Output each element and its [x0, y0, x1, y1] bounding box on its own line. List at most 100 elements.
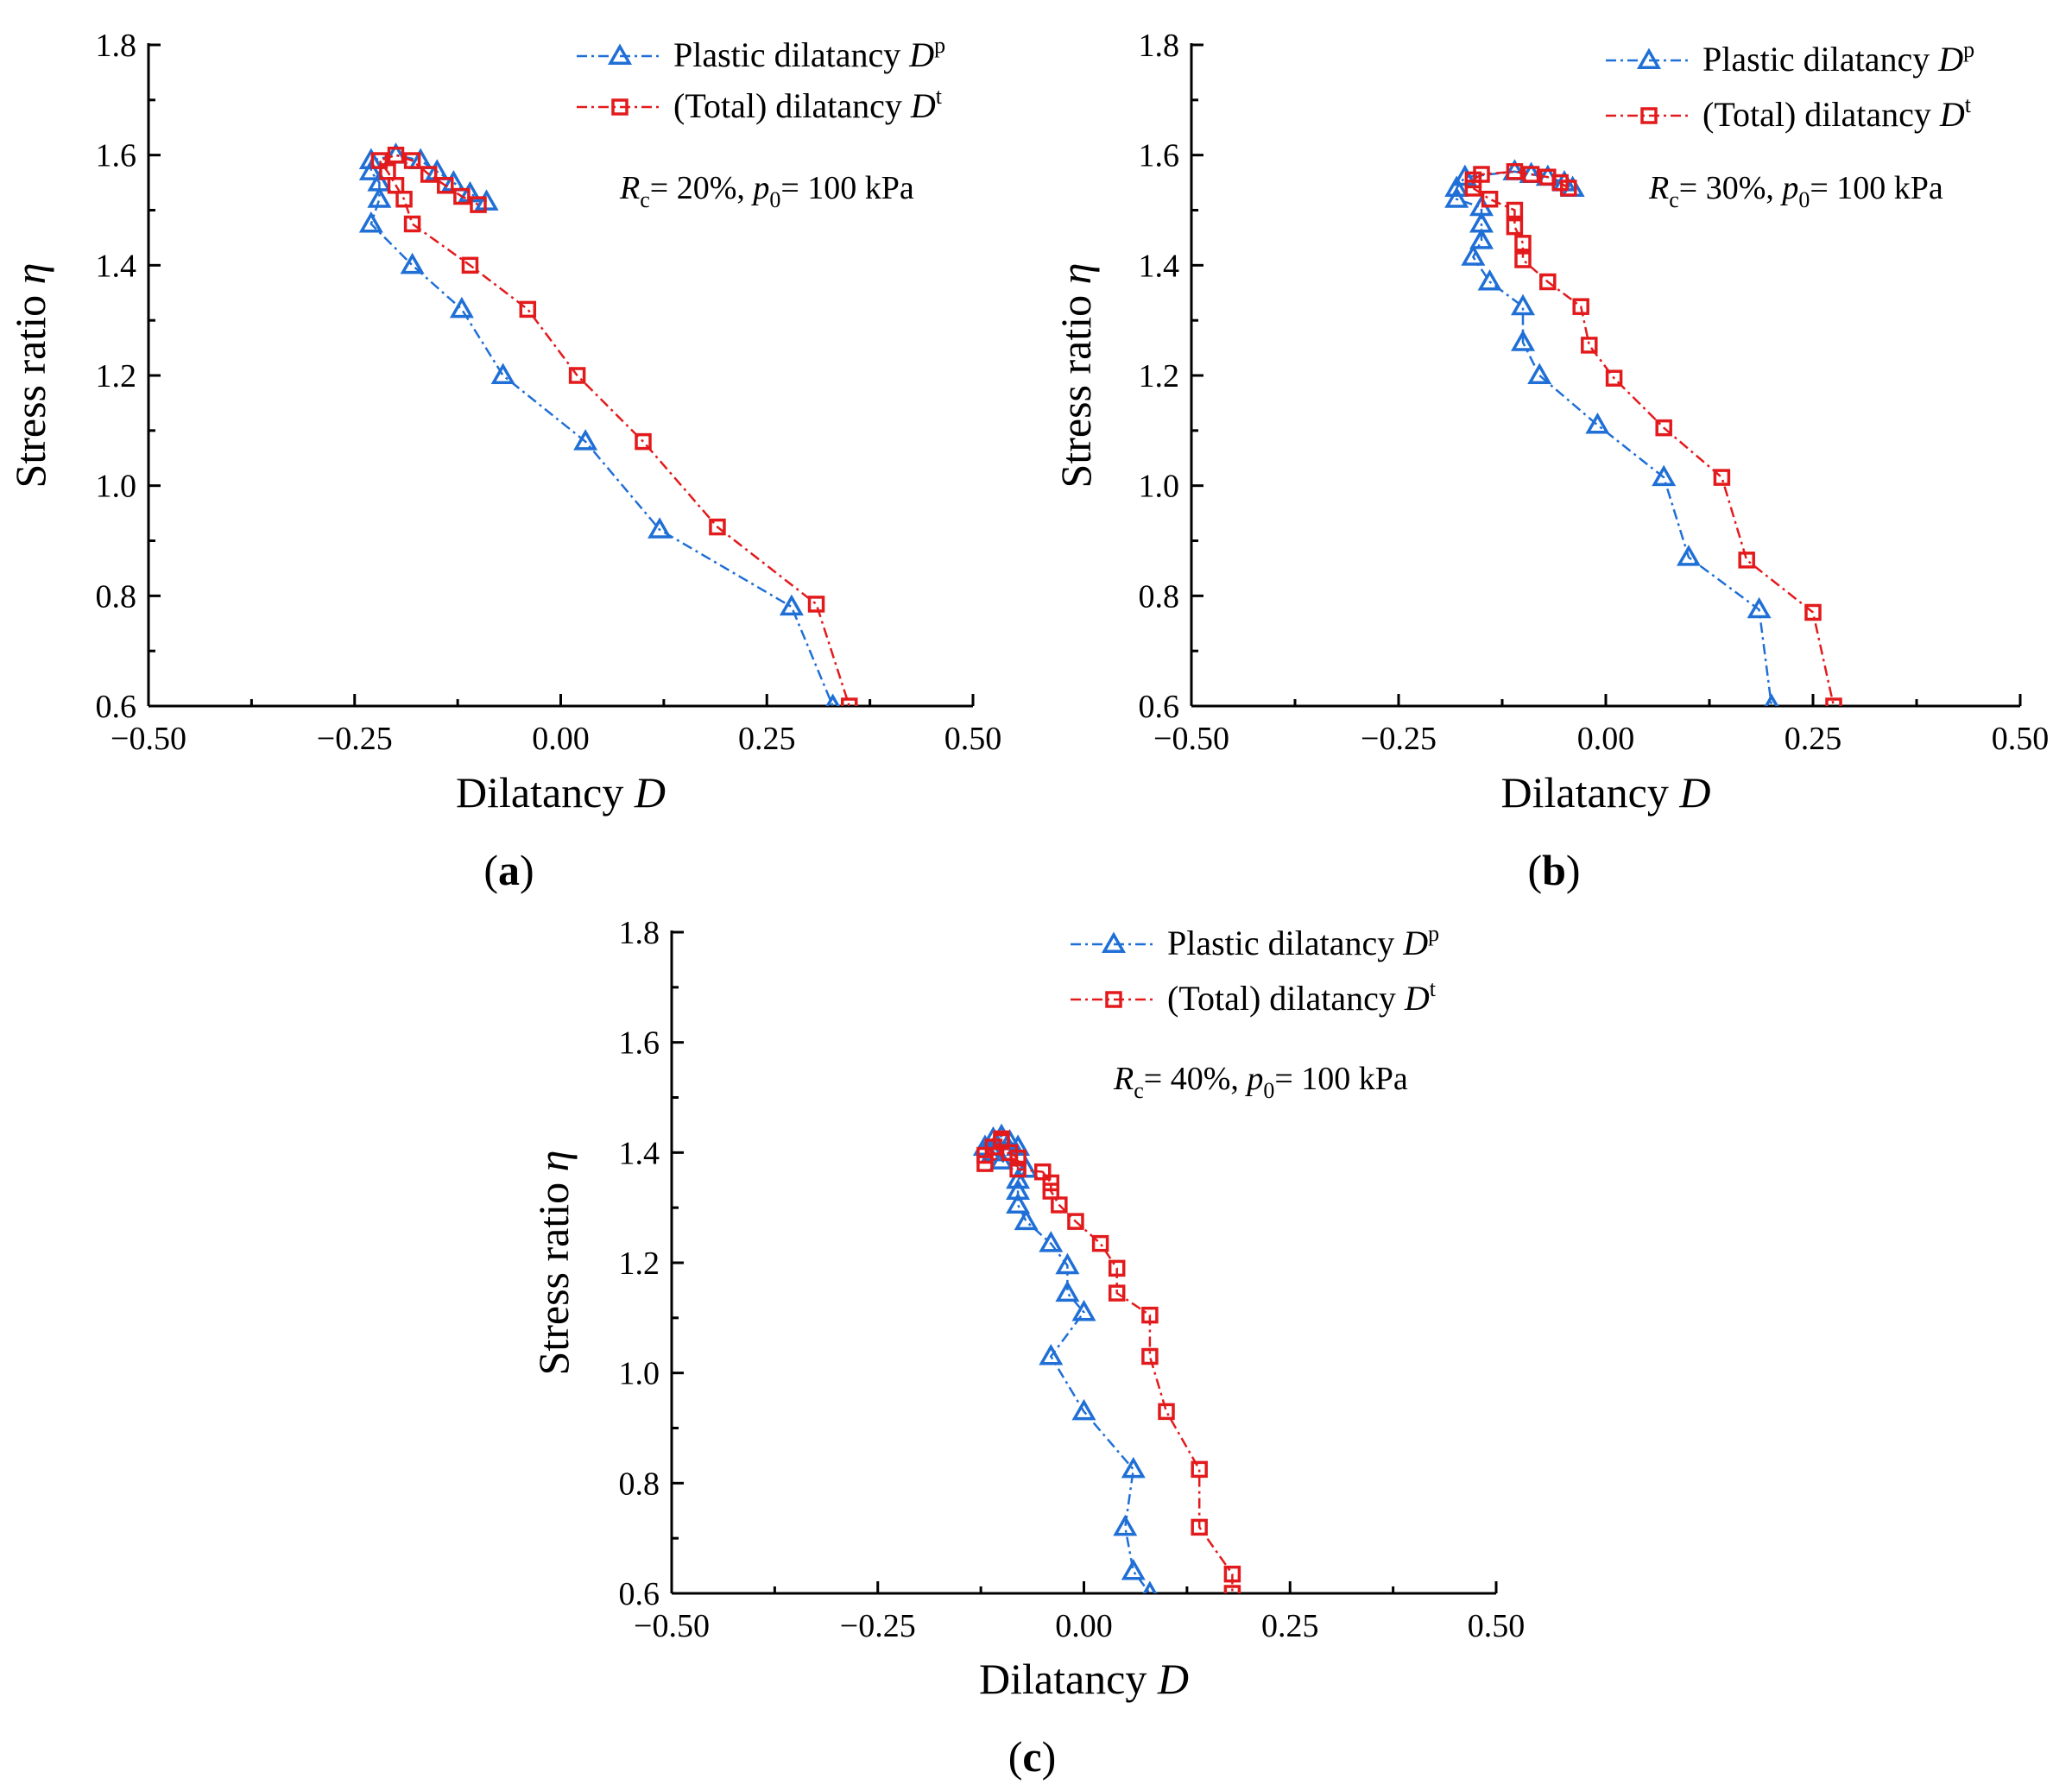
y-tick-label: 1.6	[1139, 138, 1180, 174]
data-point-plastic	[1676, 545, 1702, 566]
data-point-total	[1141, 1347, 1159, 1365]
data-point-total	[370, 152, 388, 169]
condition-rc-value: = 20%,	[650, 170, 745, 206]
legend-entry-plastic: Plastic dilatancy Dp	[577, 33, 945, 74]
x-tick-label: 0.25	[1785, 721, 1842, 757]
data-point-total	[461, 256, 479, 274]
legend-marker	[1636, 47, 1662, 69]
data-point-total	[1572, 298, 1589, 315]
y-tick-label: 0.8	[96, 578, 137, 615]
data-point-total	[1108, 1284, 1126, 1302]
data-point-plastic	[367, 186, 392, 208]
data-point-total	[1560, 180, 1577, 197]
x-axis-variable: D	[1678, 768, 1710, 817]
condition-rc-symbol: R	[619, 170, 640, 206]
legend-label-text: Plastic dilatancy	[1167, 924, 1394, 962]
y-axis-variable: η	[1052, 263, 1100, 285]
x-tick-label: −0.50	[1153, 721, 1229, 757]
data-point-plastic	[1014, 1208, 1039, 1231]
data-point-plastic	[1444, 186, 1469, 208]
panel-c-chart: 0.6 0.8 1.0 1.2 1.4 1.6 1.8 −0.50 −0.25 0.00 0.25 0…	[529, 915, 1525, 1781]
data-point-plastic	[1006, 1192, 1031, 1214]
legend-marker	[607, 43, 633, 65]
data-point-total	[470, 196, 487, 213]
condition-p-value: = 100 kPa	[1810, 170, 1943, 206]
legend-marker	[611, 98, 629, 116]
y-tick-label: 1.2	[619, 1246, 660, 1282]
legend-superscript: p	[1963, 37, 1974, 62]
y-tick-label: 1.2	[1139, 358, 1180, 394]
data-point-plastic	[1055, 1252, 1080, 1275]
data-point-total	[993, 1130, 1010, 1148]
data-point-plastic	[1039, 1231, 1064, 1252]
y-tick-label: 0.6	[96, 689, 137, 725]
data-point-total	[709, 518, 726, 536]
data-point-total	[519, 300, 537, 318]
data-point-total	[387, 146, 405, 164]
data-point-total	[1158, 1403, 1175, 1421]
series-line-total	[377, 154, 851, 706]
x-tick-label: 0.25	[1261, 1608, 1319, 1644]
data-point-plastic	[1071, 1299, 1096, 1321]
y-axis-title: Stress ratio η	[529, 1151, 578, 1376]
panel-label: (b)	[1527, 846, 1580, 894]
data-point-total	[1473, 166, 1490, 183]
x-axis-variable: D	[1157, 1655, 1189, 1703]
condition-annotation: Rc= 40%, p0= 100 kPa	[1113, 1061, 1408, 1103]
series-line-plastic	[1455, 170, 1773, 706]
x-tick-label: 0.00	[1055, 1608, 1113, 1644]
legend-entry-plastic: Plastic dilatancy Dp	[1071, 921, 1439, 962]
x-tick-label: −0.50	[634, 1608, 710, 1644]
x-tick-label: 0.00	[532, 721, 590, 757]
x-tick-label: 0.50	[1468, 1608, 1526, 1644]
x-tick-label: −0.25	[317, 721, 393, 757]
data-point-plastic	[1071, 1398, 1096, 1421]
condition-rc-value: = 30%,	[1679, 170, 1774, 206]
y-axis-title-text: Stress ratio	[6, 295, 54, 489]
legend-label-text: Plastic dilatancy	[1702, 40, 1930, 79]
data-point-total	[1522, 166, 1540, 183]
legend-superscript: t	[936, 84, 943, 109]
data-point-plastic	[367, 170, 392, 192]
data-point-plastic	[1121, 1558, 1146, 1580]
data-point-total	[1506, 163, 1524, 180]
data-point-total	[1034, 1163, 1052, 1181]
legend-marker	[1101, 931, 1127, 953]
data-point-total	[1506, 201, 1524, 219]
y-tick-label: 1.4	[619, 1135, 660, 1171]
data-point-plastic	[1477, 268, 1502, 291]
data-point-plastic	[1764, 693, 1779, 706]
x-tick-label: 0.00	[1577, 721, 1635, 757]
condition-p-symbol: p	[745, 170, 770, 206]
data-point-plastic	[1444, 175, 1469, 197]
condition-annotation: Rc= 30%, p0= 100 kPa	[1648, 170, 1943, 212]
data-point-plastic	[400, 252, 425, 274]
x-tick-label: 0.50	[944, 721, 1002, 757]
y-axis-variable: η	[529, 1151, 578, 1172]
data-point-total	[1514, 235, 1532, 252]
data-point-total	[1481, 190, 1499, 208]
data-point-plastic	[1510, 293, 1536, 316]
plot-area	[358, 142, 858, 706]
x-tick-label: −0.50	[111, 721, 186, 757]
data-point-plastic	[358, 211, 383, 233]
data-point-total	[1506, 218, 1524, 236]
data-point-plastic	[1747, 596, 1772, 619]
x-tick-label: 0.25	[738, 721, 796, 757]
x-tick-label: 0.50	[1992, 721, 2050, 757]
series-line-total	[1472, 170, 1835, 706]
data-point-total	[1067, 1213, 1084, 1230]
data-point-plastic	[573, 429, 598, 451]
condition-p-value: = 100 kPa	[780, 170, 914, 206]
data-point-total	[1223, 1585, 1241, 1593]
condition-p-symbol: p	[1239, 1061, 1264, 1097]
panel-label-letter: b	[1542, 846, 1566, 894]
data-point-plastic	[1510, 330, 1536, 351]
series-line-total	[983, 1138, 1234, 1593]
data-point-total	[1825, 697, 1842, 706]
series-line-plastic	[982, 1134, 1152, 1593]
x-tick-label: −0.25	[840, 1608, 916, 1644]
legend-label: Plastic dilatancy Dp	[1167, 921, 1439, 962]
condition-rc-subscript: c	[640, 187, 650, 212]
